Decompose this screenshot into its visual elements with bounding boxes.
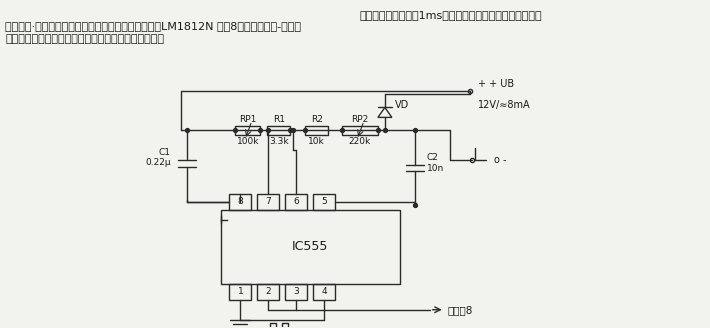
Bar <box>313 194 335 210</box>
Text: o -: o - <box>494 155 507 165</box>
Text: C1: C1 <box>159 148 170 156</box>
Text: 6: 6 <box>293 197 299 206</box>
Text: 3: 3 <box>293 287 299 297</box>
Text: RP1: RP1 <box>239 115 256 124</box>
Bar <box>305 126 328 135</box>
Text: 3.3k: 3.3k <box>269 137 288 146</box>
Text: 脉冲宽度持续时间为1ms的辅助振荡器电路。用于产生触发: 脉冲宽度持续时间为1ms的辅助振荡器电路。用于产生触发 <box>360 10 542 20</box>
Text: R1: R1 <box>273 115 285 124</box>
Text: 10k: 10k <box>308 137 325 146</box>
Text: RP2: RP2 <box>351 115 368 124</box>
Text: IC555: IC555 <box>292 240 328 253</box>
Bar <box>229 194 251 210</box>
Text: 1: 1 <box>238 287 244 297</box>
Text: + + UB: + + UB <box>478 79 513 89</box>
Text: C2: C2 <box>427 153 439 162</box>
Bar <box>229 284 251 300</box>
Text: 成电路上。辅助振荡的校准同所测量的距离大小有关。: 成电路上。辅助振荡的校准同所测量的距离大小有关。 <box>6 34 165 44</box>
Text: 12V/≈8mA: 12V/≈8mA <box>478 100 530 110</box>
Text: 100k: 100k <box>236 137 259 146</box>
Bar <box>258 194 279 210</box>
Bar <box>285 194 307 210</box>
Bar <box>236 126 261 135</box>
Bar <box>258 284 279 300</box>
Text: 5: 5 <box>321 197 327 206</box>
Text: 10n: 10n <box>427 164 444 174</box>
Text: VD: VD <box>395 100 409 111</box>
Text: 0.22μ: 0.22μ <box>145 157 170 167</box>
Bar <box>221 210 400 284</box>
Text: R2: R2 <box>311 115 322 124</box>
Text: 8: 8 <box>238 197 244 206</box>
Text: 2: 2 <box>266 287 271 297</box>
Bar <box>268 126 290 135</box>
Bar <box>313 284 335 300</box>
Text: 至引脚8: 至引脚8 <box>447 305 473 315</box>
Text: 7: 7 <box>266 197 271 206</box>
Text: 脉冲或使·串振荡波形中止。其输出通过调制输入端（LM1812N 引脚8）加入到接收-发射集: 脉冲或使·串振荡波形中止。其输出通过调制输入端（LM1812N 引脚8）加入到接… <box>6 21 301 31</box>
Text: 4: 4 <box>322 287 327 297</box>
Bar <box>285 284 307 300</box>
Bar <box>342 126 378 135</box>
Text: 220k: 220k <box>349 137 371 146</box>
